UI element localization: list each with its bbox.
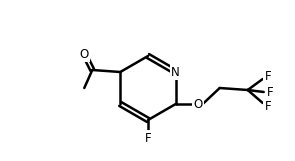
Text: N: N <box>171 66 180 79</box>
Text: F: F <box>266 85 273 99</box>
Text: F: F <box>264 70 271 82</box>
Text: F: F <box>264 99 271 113</box>
Text: O: O <box>193 98 202 110</box>
Text: O: O <box>80 47 89 61</box>
Text: F: F <box>145 132 151 145</box>
